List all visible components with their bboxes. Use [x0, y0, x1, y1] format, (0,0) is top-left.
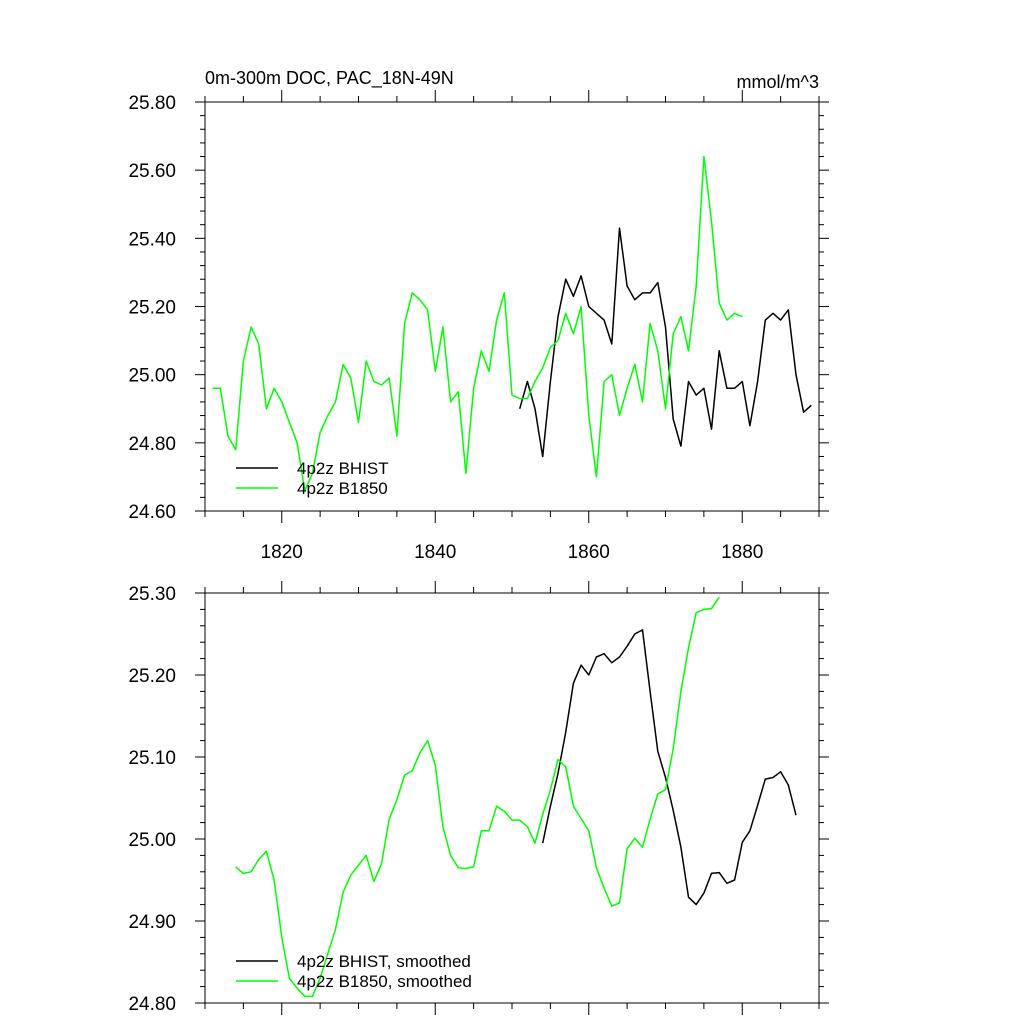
y-tick-label: 25.30	[128, 584, 176, 605]
bottom-panel: 24.80 24.90 25.00 25.10 25.20 25.30 4p2z BHIST…	[128, 581, 829, 1015]
y-tick-label: 25.10	[128, 748, 176, 769]
legend-entry: 4p2z B1850	[297, 479, 388, 498]
y-tick-label: 25.60	[128, 161, 176, 182]
x-tick-label: 1820	[261, 542, 303, 563]
y-tick-label: 24.60	[128, 502, 176, 523]
legend-entry: 4p2z B1850, smoothed	[297, 972, 472, 991]
y-tick-label: 25.40	[128, 229, 176, 250]
x-tick-label: 1840	[414, 542, 456, 563]
y-tick-label: 24.90	[128, 912, 176, 933]
plot-frame	[204, 101, 820, 512]
units-label: mmol/m^3	[737, 72, 819, 92]
y-tick-label: 25.80	[128, 93, 176, 114]
x-tick-label: 1880	[721, 542, 763, 563]
x-tick-label: 1860	[568, 542, 610, 563]
series-line-b1850	[212, 155, 743, 492]
series-line-bhist	[518, 227, 812, 458]
series-line-bhist	[541, 629, 797, 906]
y-tick-label: 25.00	[128, 366, 176, 387]
y-tick-label: 24.80	[128, 434, 176, 455]
legend-entry: 4p2z BHIST	[297, 459, 389, 478]
chart-title: 0m-300m DOC, PAC_18N-49N	[205, 68, 454, 89]
legend-entry: 4p2z BHIST, smoothed	[297, 952, 471, 971]
plot-frame	[204, 592, 820, 1004]
y-tick-label: 25.00	[128, 830, 176, 851]
y-tick-label: 24.80	[128, 994, 176, 1015]
y-tick-label: 25.20	[128, 298, 176, 319]
y-tick-label: 25.20	[128, 666, 176, 687]
series-line-b1850	[235, 596, 720, 998]
top-panel: 24.60 24.80 25.00 25.20 25.40 25.60 25.80 1820 1…	[128, 68, 829, 563]
